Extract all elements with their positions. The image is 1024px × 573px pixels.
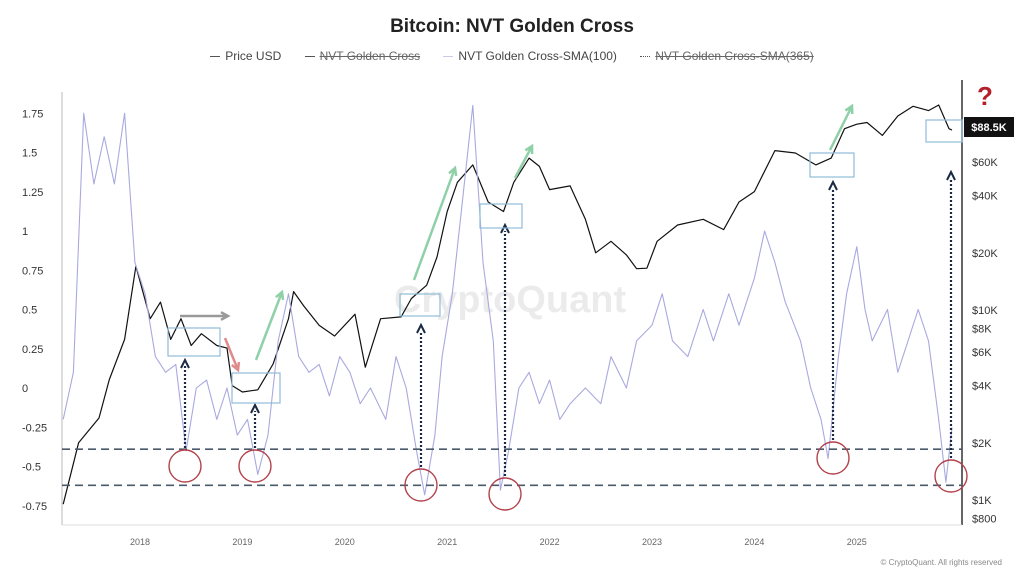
arrow-head-icon bbox=[828, 179, 838, 191]
legend-nvt[interactable]: NVT Golden Cross bbox=[304, 49, 421, 63]
legend-label: NVT Golden Cross bbox=[319, 49, 421, 63]
right-tick-label: $1K bbox=[972, 495, 992, 507]
right-tick-label: $40K bbox=[972, 191, 998, 203]
legend-price[interactable]: Price USD bbox=[210, 49, 281, 63]
trend-arrow bbox=[412, 167, 457, 281]
arrow-head-icon bbox=[416, 322, 426, 334]
signal-circle bbox=[488, 477, 522, 511]
right-tick-label: $20K bbox=[972, 248, 998, 260]
left-tick-label: 0.25 bbox=[22, 344, 43, 356]
signal-circle bbox=[168, 449, 202, 483]
trend-arrow-head-icon bbox=[231, 361, 241, 373]
trend-arrow-head-icon bbox=[524, 143, 534, 155]
highlight-box bbox=[399, 293, 441, 317]
x-tick-label: 2018 bbox=[130, 537, 150, 547]
legend: Price USD NVT Golden Cross NVT Golden Cr… bbox=[0, 49, 1024, 63]
legend-label: NVT Golden Cross-SMA(365) bbox=[655, 49, 814, 63]
highlight-box bbox=[809, 152, 855, 178]
trend-arrow bbox=[513, 145, 534, 179]
right-tick-label: $10K bbox=[972, 305, 998, 317]
legend-swatch bbox=[304, 56, 315, 58]
signal-circle bbox=[238, 449, 272, 483]
arrow-head-icon bbox=[180, 357, 190, 369]
question-mark: ? bbox=[977, 81, 993, 111]
x-tick-label: 2024 bbox=[744, 537, 764, 547]
legend-label: Price USD bbox=[225, 49, 282, 63]
left-tick-label: 1.75 bbox=[22, 108, 43, 120]
left-tick-label: 1 bbox=[22, 226, 28, 238]
signal-circle bbox=[404, 468, 438, 502]
highlight-box bbox=[167, 327, 221, 357]
right-tick-label: $8K bbox=[972, 323, 992, 335]
x-tick-label: 2021 bbox=[437, 537, 457, 547]
left-tick-label: -0.25 bbox=[22, 422, 47, 434]
current-price-label: $88.5K bbox=[971, 122, 1007, 134]
legend-swatch bbox=[443, 56, 454, 58]
right-tick-label: $6K bbox=[972, 347, 992, 359]
nvt-sma100-line bbox=[62, 104, 953, 496]
trend-arrow bbox=[223, 337, 240, 371]
signal-circle bbox=[816, 441, 850, 475]
right-tick-label: $60K bbox=[972, 157, 998, 169]
right-tick-label: $2K bbox=[972, 438, 992, 450]
x-tick-label: 2025 bbox=[847, 537, 867, 547]
left-tick-label: 1.25 bbox=[22, 187, 43, 199]
legend-swatch bbox=[640, 56, 651, 58]
highlight-box bbox=[231, 372, 281, 404]
chart-title: Bitcoin: NVT Golden Cross bbox=[390, 16, 634, 37]
x-tick-label: 2023 bbox=[642, 537, 662, 547]
signal-circle bbox=[934, 459, 968, 493]
left-tick-label: -0.75 bbox=[22, 501, 47, 513]
current-price-tag bbox=[964, 117, 1014, 137]
legend-sma100[interactable]: NVT Golden Cross-SMA(100) bbox=[443, 49, 617, 63]
trend-arrow-head-icon bbox=[448, 165, 458, 177]
left-tick-label: 0 bbox=[22, 383, 28, 395]
left-tick-label: 0.5 bbox=[22, 305, 37, 317]
left-tick-label: 0.75 bbox=[22, 265, 43, 277]
legend-swatch bbox=[210, 56, 221, 58]
arrow-head-icon bbox=[946, 169, 956, 181]
x-tick-label: 2020 bbox=[335, 537, 355, 547]
trend-arrow bbox=[254, 291, 284, 361]
trend-arrow bbox=[828, 105, 854, 151]
left-tick-label: 1.5 bbox=[22, 148, 37, 160]
right-tick-label: $800 bbox=[972, 513, 996, 525]
x-tick-label: 2022 bbox=[540, 537, 560, 547]
highlight-box bbox=[479, 203, 523, 229]
arrow-head-icon bbox=[500, 222, 510, 234]
highlight-box bbox=[925, 119, 963, 143]
right-tick-label: $4K bbox=[972, 381, 992, 393]
x-tick-label: 2019 bbox=[232, 537, 252, 547]
trend-arrow-head-icon bbox=[275, 289, 285, 301]
trend-arrow-head-icon bbox=[220, 311, 231, 321]
price-line bbox=[62, 104, 953, 505]
legend-sma365[interactable]: NVT Golden Cross-SMA(365) bbox=[640, 49, 814, 63]
watermark: CryptoQuant bbox=[394, 279, 627, 321]
legend-label: NVT Golden Cross-SMA(100) bbox=[458, 49, 617, 63]
left-tick-label: -0.5 bbox=[22, 462, 41, 474]
arrow-head-icon bbox=[250, 402, 260, 414]
copyright: © CryptoQuant. All rights reserved bbox=[880, 558, 1003, 567]
trend-arrow-head-icon bbox=[844, 103, 854, 115]
